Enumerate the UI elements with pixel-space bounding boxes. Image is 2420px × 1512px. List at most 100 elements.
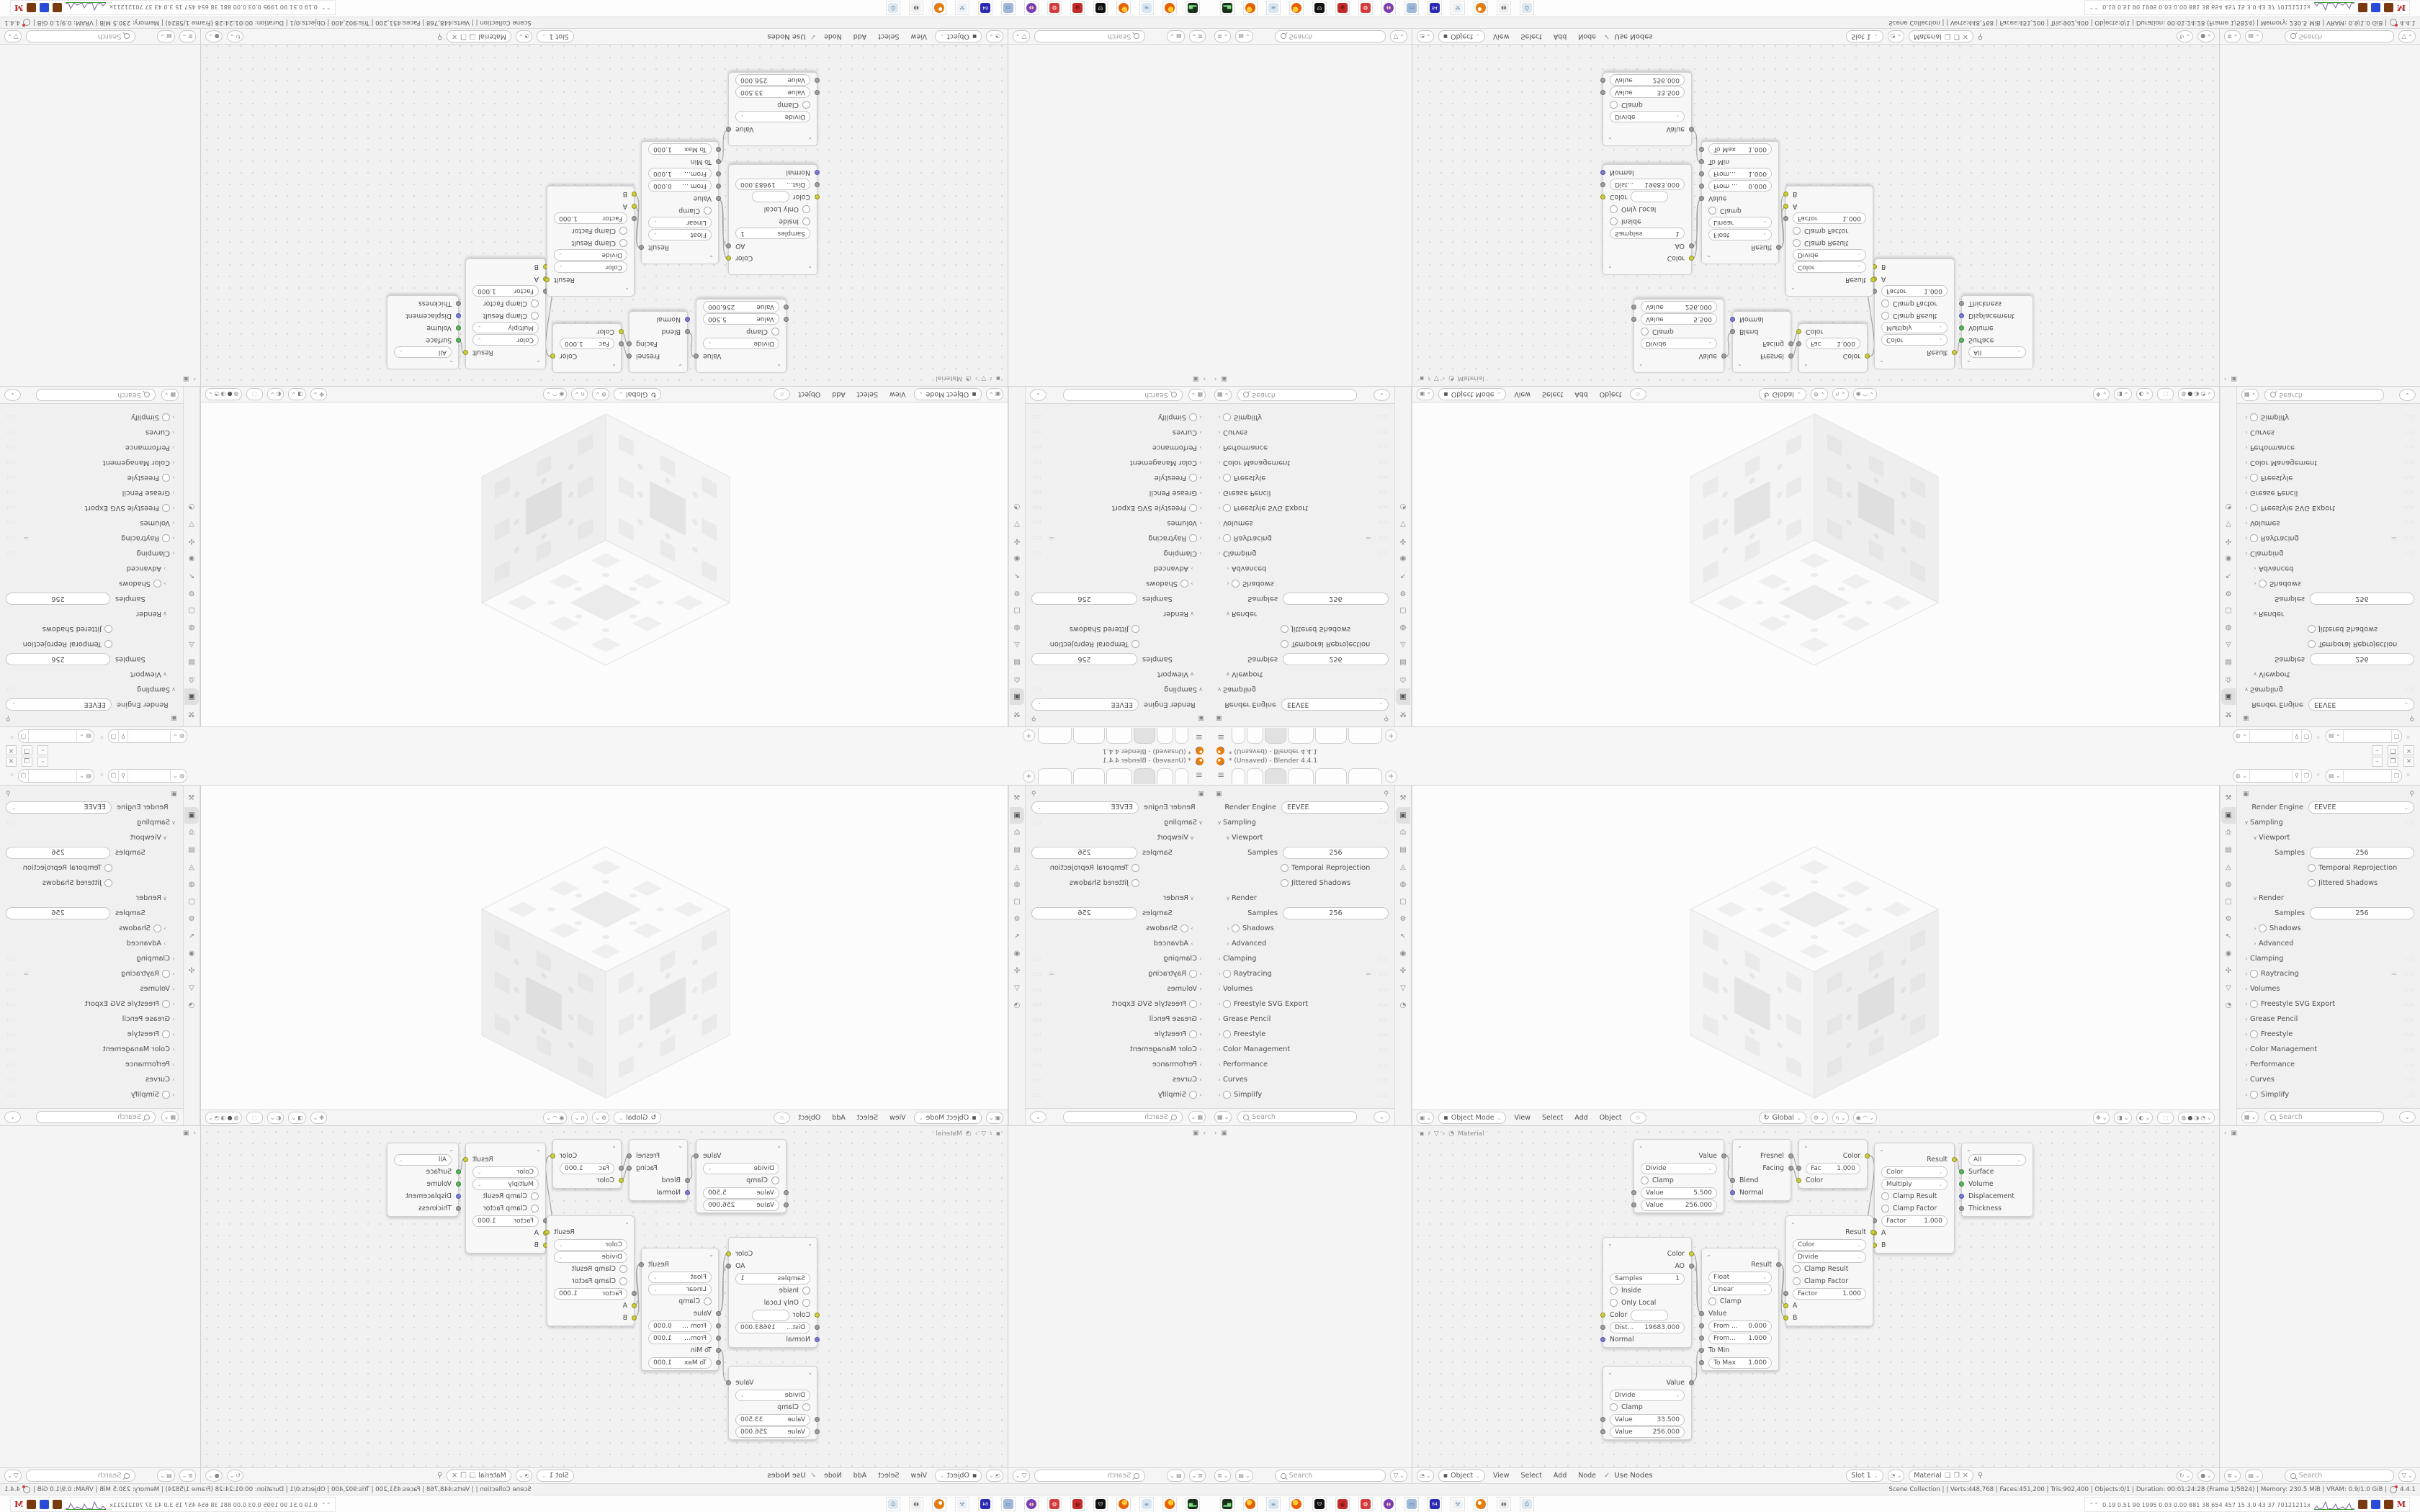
node-math-divide-a[interactable]: ⌄ Value Divide ⌄ Clamp Value 5.500 Value 25… [1631,1139,1726,1213]
menu-select[interactable]: Select [878,1472,900,1480]
data-type-dropdown[interactable]: Color ⌄ [554,1238,627,1251]
editor-type-viewport-button[interactable]: ▣ ⌄ [985,388,1003,400]
math-operation-dropdown[interactable]: Divide ⌄ [703,338,779,350]
checkbox[interactable] [104,625,112,633]
panel-advanced[interactable]: › Advanced [1227,564,1267,572]
render-engine-dropdown[interactable]: EEVEE ⌄ [2308,801,2414,814]
workspace-tab-active[interactable] [1265,768,1286,784]
clamp-result-checkbox[interactable] [1793,1265,1801,1273]
search-input[interactable]: Search [2284,1470,2395,1482]
node-map-range[interactable]: ⌄ Result Float ⌄ Linear ⌄ Clamp Value From… [639,141,721,264]
node-math-divide-a[interactable]: ⌄ Value Divide ⌄ Clamp Value 5.500 Value 25… [694,299,789,373]
tab-render-icon[interactable]: ▣ [2221,807,2236,824]
display-mode-dropdown[interactable]: ▤ ⌄ [1167,30,1185,42]
socket-value-in[interactable] [784,305,789,310]
node-material-output[interactable]: ⌄ All ⌄ Surface Volume Displacement Thick… [1959,1143,2033,1217]
socket-result-out[interactable] [544,1229,550,1235]
fake-user-shield-icon[interactable]: ❑ [469,32,476,40]
menu-hamburger-icon[interactable]: ≡ [1195,770,1203,780]
clamp-result-checkbox[interactable] [619,1265,627,1273]
extensions-globe-icon[interactable] [2390,19,2398,26]
socket-to-max-in[interactable] [1699,1359,1704,1365]
clamp-checkbox[interactable] [704,1297,712,1305]
editor-type-shader-button[interactable]: ◔ ⌄ [1417,1470,1434,1482]
workspace-tab[interactable] [1247,768,1263,784]
panel-simplify[interactable]: › Simplify:::: [1218,413,1389,421]
editor-type-button[interactable]: ▦ ⌄ [2241,389,2259,401]
workspace-tab[interactable] [1106,768,1132,784]
panel-clamping[interactable]: › Clamping:::: [6,549,175,557]
socket-result-out[interactable] [1776,245,1781,251]
panel-raytracing[interactable]: › Raytracing ≔:::: [1218,970,1389,978]
shading-solid-icon[interactable]: ● [227,391,233,397]
tab-physics-icon[interactable]: ◉ [188,950,195,958]
panel-grease-pencil[interactable]: › Grease Pencil:::: [2245,489,2414,497]
tab-modifiers-icon[interactable]: ⚙ [188,915,195,923]
clamp-factor-checkbox[interactable] [531,300,539,307]
collapse-icon[interactable]: ⌄ [678,1142,683,1149]
tab-physics-icon[interactable]: ◉ [2225,554,2232,562]
panel-render[interactable]: ∨ Render [2253,610,2284,618]
node-mix-divide[interactable]: ⌄ Result Color ⌄ Divide ⌄ Clamp Result Cla… [544,1215,637,1326]
firefox-icon[interactable] [1289,1497,1304,1511]
filter-funnel-dropdown[interactable]: ▽ ⌄ [2398,1470,2416,1482]
collapse-icon[interactable]: ⌄ [1791,1218,1796,1225]
tab-render-icon[interactable]: ▣ [2221,688,2236,705]
transform-orientation-dropdown[interactable]: ↻ Global ⌄ [614,1112,662,1124]
owl-app-icon[interactable]: ◖◗ [1024,1,1039,15]
checkbox[interactable] [1223,413,1231,421]
editor-type-viewport-button[interactable]: ▣ ⌄ [1417,1112,1435,1124]
close-button[interactable]: ✕ [2403,757,2414,767]
collapse-icon[interactable]: ⌄ [776,1142,781,1149]
scene-selector[interactable]: ◍ ⌄ ⚲ ❐ [108,769,188,783]
menu-select[interactable]: Select [1520,1472,1542,1480]
scene-icon[interactable]: ◍ ⌄ [170,770,187,782]
search-input[interactable]: Search [1034,30,1146,42]
red-disc-app-icon[interactable]: ◉ [1070,1,1085,15]
socket-value-in[interactable] [784,317,789,323]
samples-field[interactable]: Samples 1 [1610,228,1685,240]
panel-shadows[interactable]: › Shadows [1227,924,1274,932]
socket-blend-in[interactable] [685,1177,690,1183]
socket-value-in[interactable] [1699,196,1704,202]
gimp-icon[interactable]: ◖◗ [909,1497,923,1511]
panel-curves[interactable]: › Curves:::: [1031,1076,1202,1084]
socket-color-in[interactable] [619,1177,624,1183]
tab-object-icon[interactable]: ▢ [1013,606,1021,614]
panel-raytracing[interactable]: › Raytracing ≔:::: [6,970,175,978]
tab-particles-icon[interactable]: ↖ [2225,932,2232,940]
target-dropdown[interactable]: All ⌄ [1968,1153,2026,1166]
editor-type-outliner-button[interactable]: ≣ ⌄ [179,1470,196,1482]
node-material-output[interactable]: ⌄ All ⌄ Surface Volume Displacement Thick… [387,1143,461,1217]
node-ambient-occlusion[interactable]: ⌄ Color AO Samples 1 Inside Only Local Co… [726,1237,820,1348]
tab-tool-icon[interactable]: ⚒ [2225,710,2232,718]
use-nodes-label[interactable]: Use Nodes [1614,1472,1653,1480]
checkbox[interactable] [1281,625,1289,633]
node-math-divide-b[interactable]: ⌄ Value Divide ⌄ Clamp Value 33.500 Value 2… [1600,1366,1694,1440]
blender-app-icon[interactable] [1474,1,1488,15]
scene-name-field[interactable] [2249,730,2293,742]
temporal-reprojection-row[interactable]: Temporal Reprojection [2243,636,2414,652]
floppy-64-icon[interactable]: 64 [1428,1,1442,15]
temporal-reprojection-row[interactable]: Temporal Reprojection [2243,860,2414,876]
viewport-3d[interactable]: ▣ ⌄ ▪ Object Mode ⌄ View Select Add Objec… [1412,387,2219,726]
panel-viewport[interactable]: ∨ Viewport [2253,670,2290,678]
pin-icon[interactable]: ⚲ [1977,32,1984,40]
shading-material-icon[interactable]: ◑ [2194,391,2200,397]
socket-color-in[interactable] [1796,329,1801,335]
fake-user-shield-icon[interactable]: ❑ [1944,32,1951,40]
only-local-checkbox[interactable] [802,1299,810,1307]
inside-checkbox[interactable] [802,217,810,225]
value-field[interactable]: Value 5.500 [703,313,779,325]
socket-color-in[interactable] [815,1312,820,1318]
editor-type-outliner-button[interactable]: ≣ ⌄ [1214,1470,1232,1482]
node-mix-multiply[interactable]: ⌄ Result Color ⌄ Multiply ⌄ Clamp Result C… [1872,1143,1957,1254]
overlays-button[interactable]: ● ⌄ [205,1470,223,1482]
floppy-64-icon[interactable]: 64 [1428,1497,1442,1511]
tab-scene-icon[interactable]: ◬ [2226,641,2231,649]
tab-view-layer-icon[interactable]: ▤ [1399,658,1407,666]
shader-node-editor[interactable]: ▪ › ▽ › ◔ Material [201,1126,1008,1483]
tab-particles-icon[interactable]: ↖ [188,572,195,580]
shader-type-dropdown[interactable]: ▪ Object ⌄ [935,30,982,42]
factor-field[interactable]: Factor 1.000 [554,1287,627,1300]
